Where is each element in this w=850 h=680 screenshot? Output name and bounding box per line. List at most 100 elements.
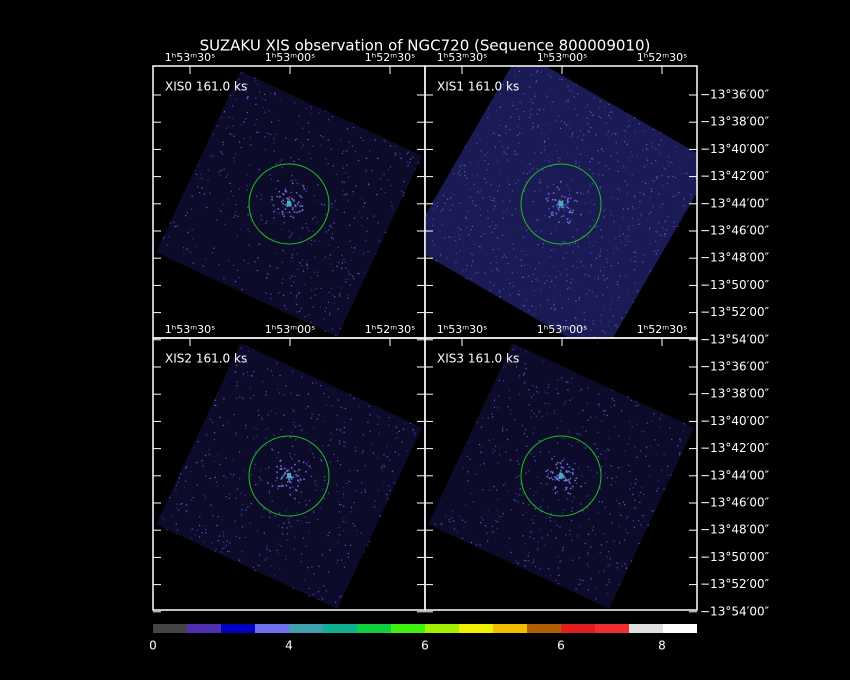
- photon: [276, 549, 278, 551]
- photon: [323, 258, 325, 260]
- photon: [501, 146, 504, 148]
- photon: [517, 293, 519, 295]
- photon: [683, 423, 686, 425]
- photon: [568, 479, 570, 481]
- photon: [491, 199, 493, 201]
- photon: [241, 526, 244, 528]
- photon: [309, 448, 311, 451]
- photon: [648, 213, 650, 215]
- photon: [570, 466, 572, 468]
- photon: [550, 307, 553, 310]
- photon: [484, 119, 486, 122]
- photon: [650, 143, 652, 145]
- photon: [301, 205, 304, 207]
- photon: [683, 172, 685, 175]
- photon: [610, 406, 612, 408]
- photon: [204, 531, 206, 534]
- photon: [640, 215, 642, 217]
- photon: [655, 148, 657, 151]
- photon: [615, 133, 617, 135]
- photon: [580, 485, 582, 488]
- photon: [469, 161, 472, 164]
- photon: [690, 197, 692, 199]
- photon: [496, 160, 498, 162]
- photon: [449, 521, 451, 523]
- photon: [229, 542, 231, 544]
- photon: [330, 432, 333, 434]
- photon: [538, 143, 540, 145]
- photon: [591, 183, 594, 185]
- photon: [505, 132, 507, 135]
- photon: [293, 248, 295, 250]
- photon: [611, 477, 613, 479]
- photon: [380, 188, 382, 190]
- photon: [650, 188, 652, 190]
- photon: [565, 486, 567, 489]
- photon: [597, 456, 600, 458]
- photon: [286, 469, 289, 472]
- panel-label: XIS3 161.0 ks: [437, 352, 519, 366]
- photon: [386, 493, 388, 496]
- photon: [211, 421, 213, 423]
- photon: [574, 462, 576, 465]
- photon: [234, 214, 236, 217]
- photon: [212, 133, 214, 135]
- photon: [562, 476, 565, 479]
- photon: [353, 251, 355, 253]
- photon: [235, 203, 237, 206]
- photon: [530, 101, 532, 103]
- photon: [350, 506, 353, 509]
- photon: [541, 132, 543, 134]
- photon: [218, 535, 221, 537]
- photon: [554, 521, 556, 523]
- photon: [225, 477, 227, 479]
- photon: [217, 455, 219, 457]
- photon: [412, 429, 414, 431]
- photon: [523, 111, 526, 113]
- photon: [538, 109, 541, 111]
- photon: [336, 562, 338, 564]
- photon: [512, 349, 514, 351]
- photon: [495, 268, 498, 270]
- photon: [493, 399, 496, 401]
- photon: [219, 463, 221, 466]
- colorbar-segment: [153, 624, 187, 633]
- photon: [233, 216, 235, 219]
- photon: [440, 210, 442, 212]
- photon: [224, 110, 226, 113]
- photon: [268, 492, 271, 494]
- photon: [604, 457, 607, 460]
- photon: [235, 98, 238, 101]
- photon: [471, 253, 473, 255]
- photon: [601, 147, 603, 150]
- photon: [545, 470, 547, 473]
- photon: [494, 146, 496, 148]
- photon: [549, 516, 551, 519]
- photon: [335, 173, 338, 176]
- photon: [607, 114, 610, 117]
- photon: [327, 301, 330, 304]
- photon: [592, 219, 594, 221]
- photon: [281, 477, 283, 480]
- photon: [557, 428, 559, 430]
- photon: [480, 235, 482, 237]
- photon: [636, 423, 638, 425]
- photon: [336, 484, 338, 486]
- photon: [518, 290, 520, 292]
- photon: [271, 448, 273, 450]
- photon: [593, 237, 595, 239]
- photon: [489, 262, 492, 264]
- photon: [609, 558, 611, 560]
- photon: [371, 443, 373, 446]
- photon: [480, 426, 483, 428]
- photon: [496, 527, 498, 529]
- photon: [579, 130, 581, 132]
- photon: [453, 194, 455, 196]
- photon: [280, 478, 283, 480]
- photon: [542, 169, 544, 171]
- photon: [494, 133, 496, 135]
- photon: [299, 478, 301, 480]
- photon: [603, 569, 605, 571]
- photon: [228, 125, 230, 127]
- photon: [488, 439, 491, 442]
